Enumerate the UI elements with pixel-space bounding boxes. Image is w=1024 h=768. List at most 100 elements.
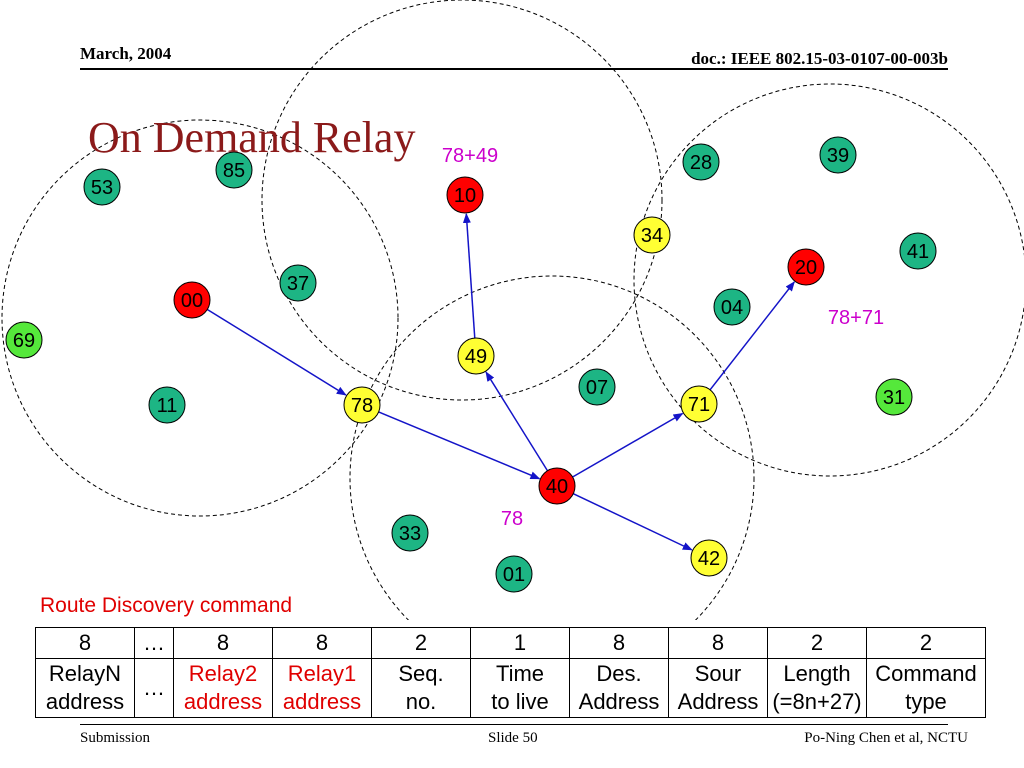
relay-annotation: 78 [501,508,523,530]
relay-annotation: 78+49 [442,145,498,167]
field-name-cell: Sour Address [668,658,768,718]
node-label: 49 [465,346,487,368]
range-circle-00 [1,119,399,517]
field-size-cell: … [134,627,174,659]
node-37: 37 [279,264,317,302]
field-name-line: (=8n+27) [772,689,862,714]
field-size-cell: 2 [866,627,986,659]
node-01: 01 [495,555,533,593]
range-circle-40 [349,275,755,620]
slide-title: On Demand Relay [88,113,416,162]
node-00: 00 [173,281,211,319]
node-circle [875,378,913,416]
field-name-cell: Des. Address [569,658,669,718]
header-rule [80,68,948,70]
node-circle [495,555,533,593]
footer-submission: Submission [80,730,151,746]
node-circle [819,136,857,174]
node-39: 39 [819,136,857,174]
node-circle [279,264,317,302]
field-name-line: Seq. [398,661,444,686]
field-name-line: RelayN [48,661,122,686]
table-caption: Route Discovery command [40,594,293,617]
route-discovery-frame-table: 8… 8 8 2 1 8 8 2 2 RelayN address… Relay2 address Re… [35,627,986,718]
node-circle [446,176,484,214]
node-label: 20 [795,257,817,279]
field-name-cell: Seq. no. [371,658,471,718]
arrow-00-to-78 [206,308,347,396]
node-label: 00 [181,290,203,312]
node-circle [5,321,43,359]
node-circle [578,368,616,406]
field-name-cell: Command type [866,658,986,718]
arrow-71-to-20 [709,281,795,391]
field-size-cell: 8 [173,627,273,659]
field-name-line: address [282,689,362,714]
node-circle [457,337,495,375]
node-circle [343,386,381,424]
field-name-line: Des. [596,661,642,686]
node-53: 53 [83,168,121,206]
field-name-line: Command [875,661,977,686]
node-49: 49 [457,337,495,375]
field-size-cell: 8 [272,627,372,659]
field-size-cell: 8 [35,627,135,659]
node-label: 04 [721,297,743,319]
node-69: 69 [5,321,43,359]
node-42: 42 [690,539,728,577]
field-name-cell: Time to live [470,658,570,718]
field-name-line: Length [783,661,851,686]
node-label: 71 [688,394,710,416]
node-07: 07 [578,368,616,406]
node-label: 34 [641,225,663,247]
field-name-line: Address [578,689,660,714]
field-name-line: Relay2 [188,661,258,686]
node-41: 41 [899,232,937,270]
node-circle [83,168,121,206]
node-label: 40 [546,476,568,498]
node-circle [148,386,186,424]
node-label: 42 [698,548,720,570]
node-10: 10 [446,176,484,214]
field-name-line: address [183,689,263,714]
footer-rule [80,724,948,725]
field-name-line: Relay1 [287,661,357,686]
field-name-line: … [143,675,165,700]
field-name-cell: Relay2 address [173,658,273,718]
node-label: 28 [690,152,712,174]
node-11: 11 [148,386,186,424]
node-label: 31 [883,387,905,409]
field-size-cell: 1 [470,627,570,659]
node-label: 41 [907,241,929,263]
field-name-cell: Length (=8n+27) [767,658,867,718]
node-circle [787,248,825,286]
relay-annotation: 78+71 [828,307,884,329]
node-circle [173,281,211,319]
field-name-line: Sour [694,661,742,686]
node-33: 33 [391,514,429,552]
node-label: 07 [586,377,608,399]
node-label: 53 [91,177,113,199]
node-78: 78 [343,386,381,424]
field-name-line: Address [677,689,759,714]
node-label: 39 [827,145,849,167]
node-circle [713,288,751,326]
field-name-line: type [905,689,947,714]
node-34: 34 [633,216,671,254]
node-circle [680,385,718,423]
node-circle [215,151,253,189]
field-name-cell: … [134,658,174,718]
node-label: 10 [454,185,476,207]
field-name-line: no. [405,689,437,714]
footer-slide-number: Slide 50 [488,730,538,746]
node-28: 28 [682,143,720,181]
network-diagram: 53 85 10 28 39 34 20 41 37 00 04 69 49 07 11 78 71 31 40 33… [1,0,1024,620]
node-circle [899,232,937,270]
node-20: 20 [787,248,825,286]
field-name-line: to live [491,689,549,714]
node-31: 31 [875,378,913,416]
node-label: 37 [287,273,309,295]
node-label: 78 [351,395,373,417]
node-label: 01 [503,564,525,586]
node-label: 85 [223,160,245,182]
